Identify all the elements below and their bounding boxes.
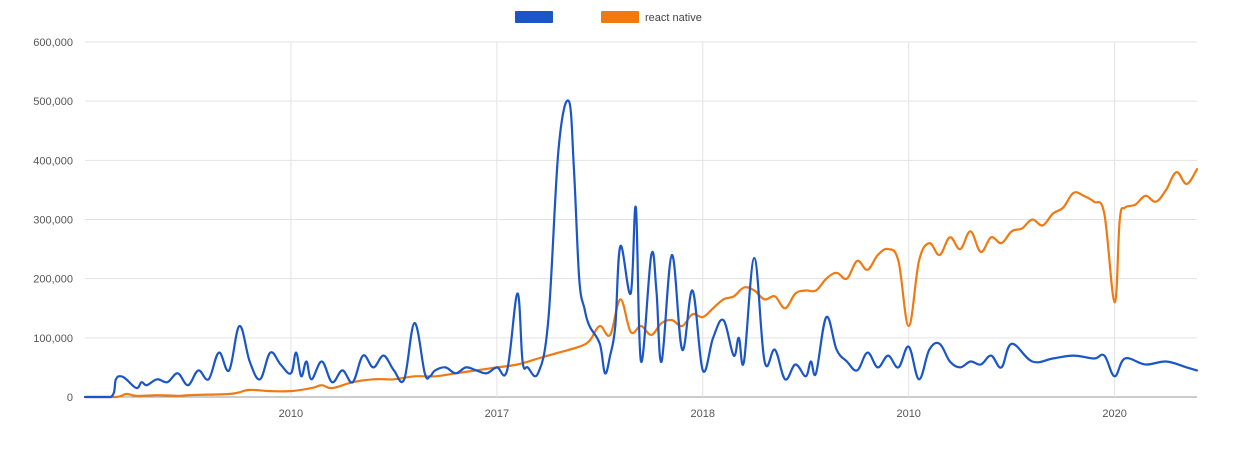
legend-swatch (601, 11, 639, 23)
legend: react native (515, 11, 702, 24)
y-tick-label: 0 (67, 392, 73, 404)
axes: 0 100,000 200,000 300,000 400,000 500,000 600,… (33, 37, 1127, 420)
x-tick-label: 2018 (691, 408, 715, 420)
x-tick-label: 2010 (896, 408, 920, 420)
grid (85, 41, 1197, 398)
legend-swatch (515, 11, 553, 23)
series-lines (83, 99, 1199, 399)
y-tick-label: 200,000 (33, 274, 73, 286)
series-line-1 (83, 168, 1199, 399)
x-tick-label: 2010 (279, 408, 303, 420)
x-tick-label: 2017 (485, 408, 509, 420)
legend-label: react native (645, 12, 702, 24)
y-tick-label: 400,000 (33, 155, 73, 167)
y-tick-label: 300,000 (33, 215, 73, 227)
y-tick-label: 500,000 (33, 96, 73, 108)
y-tick-label: 100,000 (33, 333, 73, 345)
x-tick-label: 2020 (1102, 408, 1126, 420)
series-line-0 (83, 99, 1199, 399)
y-tick-label: 600,000 (33, 37, 73, 49)
